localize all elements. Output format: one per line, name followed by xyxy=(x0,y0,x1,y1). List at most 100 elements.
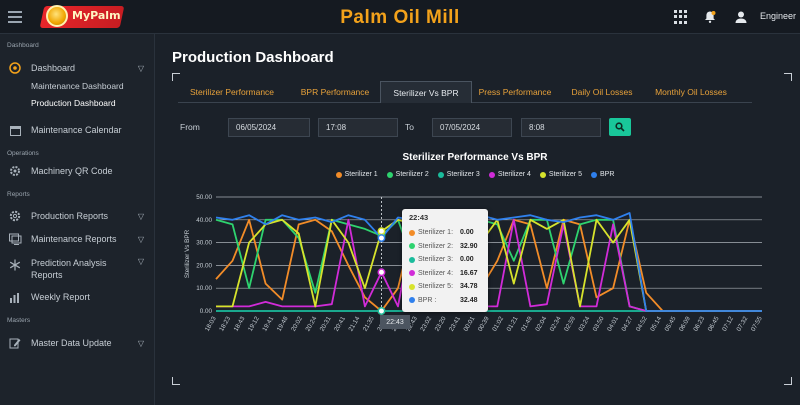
from-label: From xyxy=(180,122,200,132)
tooltip-dot xyxy=(409,297,415,303)
sidebar-item-maintenance-reports[interactable]: Maintenance Reports ▽ xyxy=(8,231,148,247)
to-date-input[interactable]: 07/05/2024 xyxy=(432,118,512,137)
legend-label: Sterilizer 3 xyxy=(446,171,480,178)
panel-corner xyxy=(784,73,792,81)
x-tick-label: 05:14 xyxy=(649,315,663,333)
x-tick-label: 23:41 xyxy=(448,315,462,333)
tab-sterilizer-performance[interactable]: Sterilizer Performance xyxy=(189,87,275,97)
tab-daily-oil-losses[interactable]: Daily Oil Losses xyxy=(571,87,633,97)
sidebar-item-label: Maintenance Calendar xyxy=(31,125,122,135)
tooltip-label: Sterilizer 1: xyxy=(418,229,454,236)
tab-press-performance[interactable]: Press Performance xyxy=(478,87,552,97)
logo-text: MyPalm xyxy=(72,9,121,22)
sidebar-item-label: Weekly Report xyxy=(31,292,90,302)
legend-item[interactable]: Sterilizer 5 xyxy=(539,171,582,178)
legend-label: BPR xyxy=(599,171,615,178)
menu-icon[interactable] xyxy=(8,11,22,23)
chart-title: Sterilizer Performance Vs BPR xyxy=(402,152,548,163)
bell-icon[interactable] xyxy=(703,10,717,24)
tab-bpr-performance[interactable]: BPR Performance xyxy=(300,87,370,97)
legend-item[interactable]: Sterilizer 2 xyxy=(386,171,429,178)
tooltip-dot xyxy=(409,256,415,263)
sidebar-item-master-data-update[interactable]: Master Data Update ▽ xyxy=(8,335,148,351)
tooltip-time: 22:43 xyxy=(409,213,429,222)
tooltip-label: Sterilizer 3: xyxy=(418,256,454,263)
x-tick-label: 06:09 xyxy=(678,315,692,333)
sidebar xyxy=(0,34,155,405)
sidebar-item-prediction-analysis-reports[interactable]: Prediction Analysis Reports ▽ xyxy=(8,256,148,282)
sidebar-item-dashboard[interactable]: Dashboard ▽ xyxy=(8,60,148,76)
logo-icon xyxy=(46,5,68,27)
sidebar-item-maintenance-dashboard[interactable]: Maintenance Dashboard xyxy=(31,81,124,91)
x-tick-label: 02:04 xyxy=(534,315,548,333)
tooltip-label: BPR : xyxy=(418,296,437,304)
legend-dot xyxy=(488,171,495,178)
x-tick-label: 00:01 xyxy=(462,315,476,333)
x-tick-label: 01:02 xyxy=(491,315,505,333)
x-tick-label: 01:49 xyxy=(520,315,534,333)
panel-corner xyxy=(784,377,792,385)
tooltip-row: Sterilizer 2: 32.90 xyxy=(409,241,487,252)
section-operations: Operations xyxy=(7,150,39,157)
x-tick-label: 18:03 xyxy=(204,315,218,333)
cog-report-icon xyxy=(8,209,22,223)
tooltip-value: 34.78 xyxy=(460,283,478,290)
y-tick-label: 20.00 xyxy=(196,262,212,269)
x-tick-label: 07:12 xyxy=(721,315,735,333)
sidebar-item-machinery-qr-code[interactable]: Machinery QR Code xyxy=(8,163,148,179)
y-tick-label: 30.00 xyxy=(196,240,212,247)
edit-icon xyxy=(8,336,22,350)
legend-item[interactable]: Sterilizer 4 xyxy=(488,171,531,178)
apps-grid-icon[interactable] xyxy=(674,10,688,24)
monitor-report-icon xyxy=(8,232,22,246)
x-tick-label: 19:48 xyxy=(276,315,290,333)
gear-icon xyxy=(8,164,22,178)
user-name[interactable]: Engineer xyxy=(760,11,797,21)
user-icon[interactable] xyxy=(734,10,748,24)
to-label: To xyxy=(405,122,414,132)
sidebar-item-maintenance-calendar[interactable]: Maintenance Calendar xyxy=(8,122,148,138)
x-tick-label: 23:02 xyxy=(419,315,433,333)
search-button[interactable] xyxy=(609,118,631,136)
from-time-input[interactable]: 17:08 xyxy=(318,118,398,137)
tab-monthly-oil-losses[interactable]: Monthly Oil Losses xyxy=(655,87,727,97)
x-tick-label: 18:43 xyxy=(233,315,247,333)
tooltip-label: Sterilizer 2: xyxy=(418,242,454,250)
section-reports: Reports xyxy=(7,191,30,198)
tab-sterilizer-vs-bpr[interactable]: Sterilizer Vs BPR xyxy=(380,81,472,103)
legend-label: Sterilizer 2 xyxy=(395,171,429,178)
section-dashboard: Dashboard xyxy=(7,42,39,49)
tooltip-dot xyxy=(409,243,415,249)
legend-dot xyxy=(437,171,444,178)
hover-marker xyxy=(377,234,386,242)
chevron-down-icon: ▽ xyxy=(137,257,144,266)
chart-tooltip: 22:43 Sterilizer 1: 0.00 Sterilizer 2: 32.9… xyxy=(402,209,488,312)
to-time-input[interactable]: 8:08 xyxy=(521,118,601,137)
sidebar-item-label: Production Reports xyxy=(31,211,109,221)
page-title: Production Dashboard xyxy=(172,49,334,66)
tooltip-row: Sterilizer 1: 0.00 xyxy=(409,227,487,238)
x-tick-label: 19:41 xyxy=(261,315,275,333)
sidebar-item-production-dashboard[interactable]: Production Dashboard xyxy=(31,98,116,108)
legend-dot xyxy=(335,171,342,178)
sidebar-item-weekly-report[interactable]: Weekly Report xyxy=(8,289,148,305)
x-tick-label: 21:35 xyxy=(362,315,376,333)
sidebar-item-label: Prediction Analysis Reports xyxy=(31,258,107,280)
legend-item[interactable]: Sterilizer 3 xyxy=(437,171,480,178)
tooltip-row: Sterilizer 5: 34.78 xyxy=(409,281,487,292)
x-tick-label: 07:55 xyxy=(750,315,764,333)
sidebar-item-production-reports[interactable]: Production Reports ▽ xyxy=(8,208,148,224)
tooltip-row: Sterilizer 3: 0.00 xyxy=(409,254,487,265)
from-date-input[interactable]: 06/05/2024 xyxy=(228,118,310,137)
legend-item[interactable]: Sterilizer 1 xyxy=(335,171,378,178)
calendar-icon xyxy=(8,123,22,137)
chevron-down-icon: ▽ xyxy=(137,338,144,348)
chart-legend: Sterilizer 1 Sterilizer 2 Sterilizer 3 Ster… xyxy=(180,171,770,178)
bar-chart-icon xyxy=(8,290,22,304)
legend-item[interactable]: BPR xyxy=(590,171,615,178)
x-tick-label: 06:23 xyxy=(692,315,706,333)
tooltip-dot xyxy=(409,270,415,276)
x-tick-label: 03:24 xyxy=(577,315,591,333)
x-tick-label: 21:14 xyxy=(347,315,361,333)
